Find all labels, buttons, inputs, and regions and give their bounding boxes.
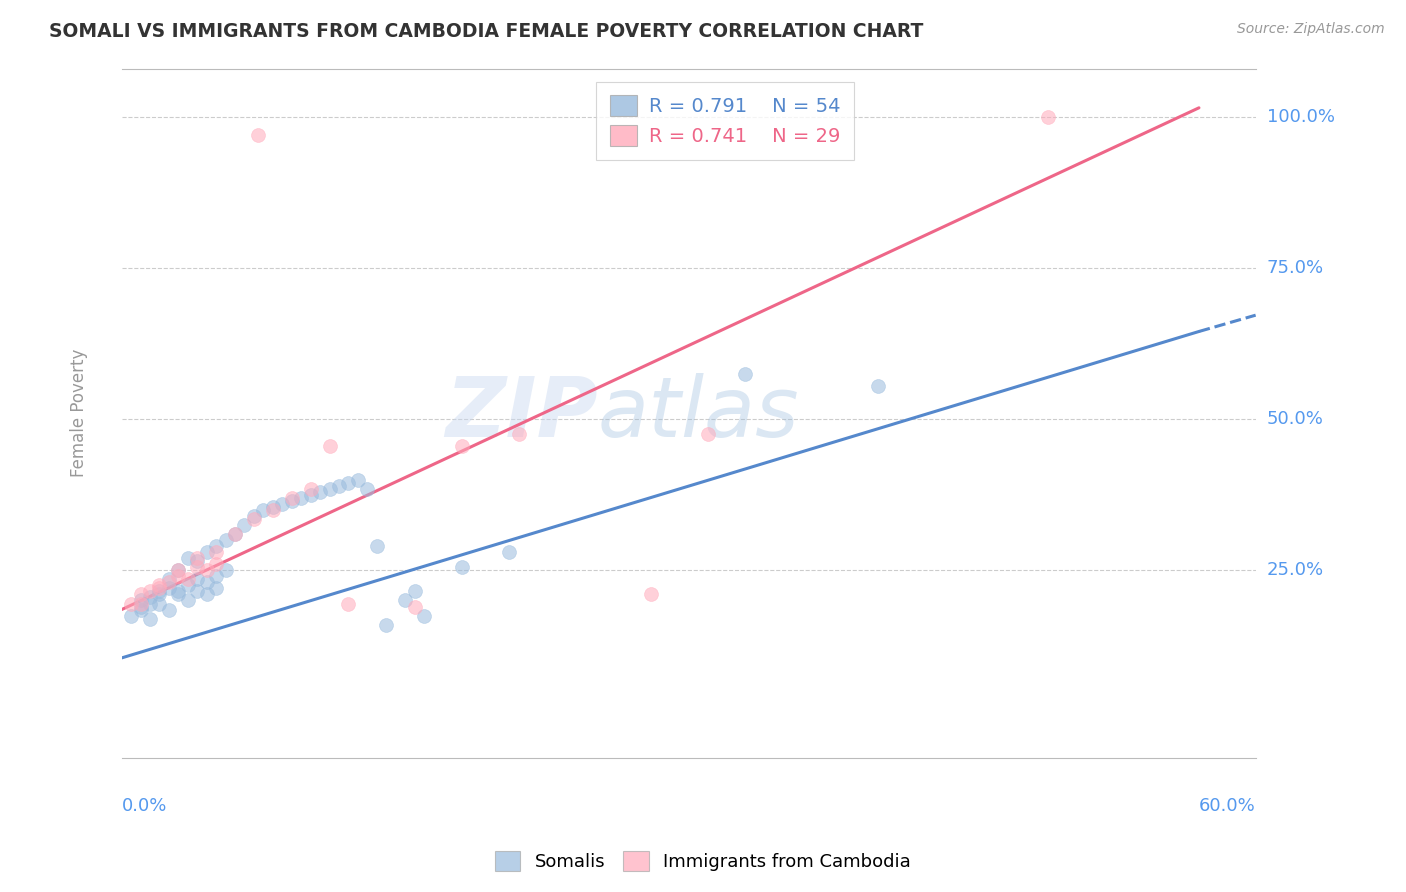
Point: [157, 572, 180, 586]
Point: [205, 539, 228, 553]
Point: [413, 608, 436, 623]
Point: [233, 517, 256, 532]
Text: ZIP: ZIP: [446, 373, 598, 454]
Text: 75.0%: 75.0%: [1267, 259, 1324, 277]
Point: [734, 367, 756, 381]
Point: [148, 597, 170, 611]
Point: [508, 427, 530, 442]
Point: [404, 584, 426, 599]
Point: [186, 551, 208, 566]
Point: [195, 587, 218, 601]
Point: [148, 582, 170, 596]
Point: [167, 584, 190, 599]
Point: [177, 593, 200, 607]
Point: [129, 593, 152, 607]
Point: [866, 379, 889, 393]
Point: [262, 503, 284, 517]
Point: [120, 597, 142, 611]
Text: 50.0%: 50.0%: [1267, 410, 1323, 428]
Point: [262, 500, 284, 514]
Point: [356, 482, 378, 496]
Point: [243, 508, 266, 523]
Legend: Somalis, Immigrants from Cambodia: Somalis, Immigrants from Cambodia: [488, 844, 918, 879]
Point: [205, 582, 228, 596]
Point: [186, 554, 208, 568]
Point: [139, 591, 162, 605]
Point: [366, 539, 388, 553]
Point: [195, 563, 218, 577]
Text: 25.0%: 25.0%: [1267, 561, 1324, 579]
Point: [246, 128, 269, 142]
Point: [177, 551, 200, 566]
Point: [640, 587, 662, 601]
Point: [498, 545, 520, 559]
Point: [139, 597, 162, 611]
Text: atlas: atlas: [598, 373, 800, 454]
Text: Female Poverty: Female Poverty: [69, 349, 87, 477]
Point: [129, 602, 152, 616]
Point: [450, 439, 472, 453]
Point: [309, 484, 332, 499]
Point: [214, 533, 236, 547]
Point: [139, 612, 162, 626]
Point: [299, 482, 322, 496]
Point: [205, 569, 228, 583]
Point: [120, 608, 142, 623]
Point: [318, 482, 340, 496]
Point: [252, 503, 274, 517]
Point: [205, 558, 228, 572]
Point: [129, 599, 152, 614]
Point: [404, 599, 426, 614]
Point: [318, 439, 340, 453]
Text: SOMALI VS IMMIGRANTS FROM CAMBODIA FEMALE POVERTY CORRELATION CHART: SOMALI VS IMMIGRANTS FROM CAMBODIA FEMAL…: [49, 22, 924, 41]
Point: [167, 569, 190, 583]
Point: [281, 491, 304, 505]
Point: [195, 545, 218, 559]
Point: [177, 572, 200, 586]
Point: [290, 491, 312, 505]
Point: [450, 560, 472, 574]
Point: [148, 584, 170, 599]
Point: [337, 597, 360, 611]
Text: 0.0%: 0.0%: [122, 797, 167, 814]
Point: [148, 587, 170, 601]
Point: [157, 602, 180, 616]
Point: [281, 493, 304, 508]
Point: [328, 478, 350, 492]
Point: [696, 427, 718, 442]
Point: [271, 497, 294, 511]
Point: [139, 584, 162, 599]
Text: Source: ZipAtlas.com: Source: ZipAtlas.com: [1237, 22, 1385, 37]
Point: [177, 578, 200, 592]
Point: [337, 475, 360, 490]
Point: [299, 488, 322, 502]
Point: [243, 512, 266, 526]
Point: [167, 587, 190, 601]
Point: [224, 527, 246, 541]
Point: [157, 575, 180, 590]
Point: [375, 617, 398, 632]
Point: [129, 587, 152, 601]
Point: [347, 473, 370, 487]
Point: [224, 527, 246, 541]
Point: [186, 584, 208, 599]
Point: [148, 578, 170, 592]
Point: [394, 593, 416, 607]
Text: 60.0%: 60.0%: [1199, 797, 1256, 814]
Point: [129, 597, 152, 611]
Point: [167, 563, 190, 577]
Point: [195, 575, 218, 590]
Point: [186, 560, 208, 574]
Point: [214, 563, 236, 577]
Point: [157, 582, 180, 596]
Point: [1036, 110, 1059, 124]
Point: [186, 572, 208, 586]
Point: [205, 545, 228, 559]
Point: [167, 563, 190, 577]
Text: 100.0%: 100.0%: [1267, 108, 1334, 126]
Legend: R = 0.791    N = 54, R = 0.741    N = 29: R = 0.791 N = 54, R = 0.741 N = 29: [596, 82, 853, 160]
